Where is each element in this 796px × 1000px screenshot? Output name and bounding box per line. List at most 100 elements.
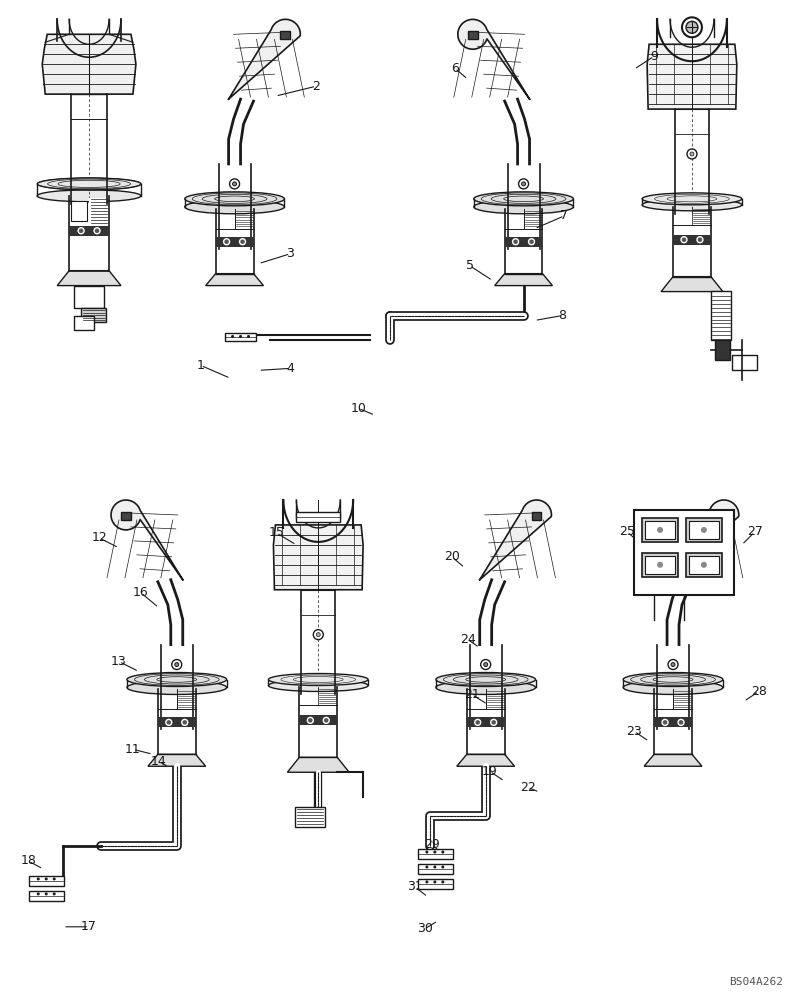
Circle shape [37, 877, 40, 880]
Polygon shape [458, 19, 529, 99]
Text: 11: 11 [125, 743, 141, 756]
Bar [642, 553, 678, 577]
Text: 21: 21 [464, 688, 480, 701]
Ellipse shape [642, 193, 742, 205]
Polygon shape [667, 500, 739, 580]
Circle shape [316, 633, 320, 637]
Circle shape [701, 562, 707, 568]
Circle shape [441, 880, 444, 883]
Text: 14: 14 [151, 755, 166, 768]
Text: 19: 19 [482, 765, 498, 778]
Ellipse shape [127, 680, 227, 694]
Circle shape [53, 877, 56, 880]
Polygon shape [480, 500, 552, 580]
Circle shape [678, 719, 684, 725]
Text: 9: 9 [650, 50, 658, 63]
Circle shape [78, 228, 84, 234]
Circle shape [425, 865, 428, 868]
Bar [121, 512, 131, 520]
Circle shape [529, 239, 535, 245]
Ellipse shape [127, 673, 227, 686]
Text: 8: 8 [559, 309, 567, 322]
Text: 30: 30 [417, 922, 433, 935]
Circle shape [690, 152, 694, 156]
Bar [689, 521, 719, 539]
Circle shape [681, 237, 687, 243]
Ellipse shape [623, 673, 723, 686]
Polygon shape [661, 277, 723, 292]
Circle shape [314, 630, 323, 640]
Bar [81, 308, 106, 322]
Bar [89, 198, 107, 233]
Ellipse shape [37, 178, 141, 190]
Polygon shape [57, 271, 121, 286]
Circle shape [668, 660, 678, 670]
Circle shape [45, 892, 48, 895]
Bar [468, 31, 478, 39]
Ellipse shape [642, 199, 742, 211]
Circle shape [518, 179, 529, 189]
Polygon shape [457, 754, 514, 766]
Text: 31: 31 [407, 880, 423, 893]
Text: 29: 29 [424, 838, 439, 851]
Ellipse shape [185, 192, 284, 206]
Text: 3: 3 [287, 247, 295, 260]
Circle shape [172, 660, 181, 670]
Bar [158, 717, 196, 727]
Circle shape [441, 851, 444, 854]
Bar [686, 553, 722, 577]
Bar [532, 512, 541, 520]
Ellipse shape [623, 680, 723, 694]
Circle shape [433, 865, 436, 868]
Bar [645, 556, 675, 574]
Ellipse shape [474, 192, 573, 206]
Circle shape [229, 179, 240, 189]
Polygon shape [205, 274, 263, 286]
Text: 18: 18 [21, 854, 37, 867]
Text: 10: 10 [350, 402, 366, 415]
Bar [645, 521, 675, 539]
Text: 16: 16 [133, 586, 149, 599]
Circle shape [662, 719, 668, 725]
Circle shape [425, 851, 428, 854]
Circle shape [657, 527, 663, 533]
Circle shape [323, 717, 330, 723]
Bar [686, 518, 722, 542]
Circle shape [240, 239, 245, 245]
Text: 1: 1 [197, 359, 205, 372]
Text: 26: 26 [683, 521, 699, 534]
Bar [295, 807, 326, 827]
Text: 25: 25 [619, 525, 635, 538]
Circle shape [484, 663, 488, 667]
Bar [418, 879, 453, 889]
Polygon shape [111, 500, 183, 580]
Polygon shape [42, 34, 136, 94]
Text: 24: 24 [460, 633, 476, 646]
Circle shape [425, 880, 428, 883]
Text: BS04A262: BS04A262 [728, 977, 782, 987]
Circle shape [513, 239, 518, 245]
Bar [296, 512, 340, 522]
Bar [673, 235, 711, 245]
Bar [29, 891, 64, 901]
Text: 5: 5 [466, 259, 474, 272]
Bar [654, 717, 692, 727]
Circle shape [521, 182, 525, 186]
Bar [732, 355, 757, 370]
Circle shape [94, 228, 100, 234]
Circle shape [175, 663, 179, 667]
Text: 12: 12 [92, 531, 107, 544]
Circle shape [671, 663, 675, 667]
Bar [689, 556, 719, 574]
Bar [418, 864, 453, 874]
Ellipse shape [37, 190, 141, 202]
Text: 13: 13 [111, 655, 127, 668]
Ellipse shape [436, 680, 536, 694]
Circle shape [45, 877, 48, 880]
Circle shape [687, 149, 697, 159]
Bar [74, 316, 94, 330]
Circle shape [697, 237, 703, 243]
Bar [71, 201, 87, 221]
Polygon shape [274, 525, 363, 590]
Bar [216, 237, 253, 247]
